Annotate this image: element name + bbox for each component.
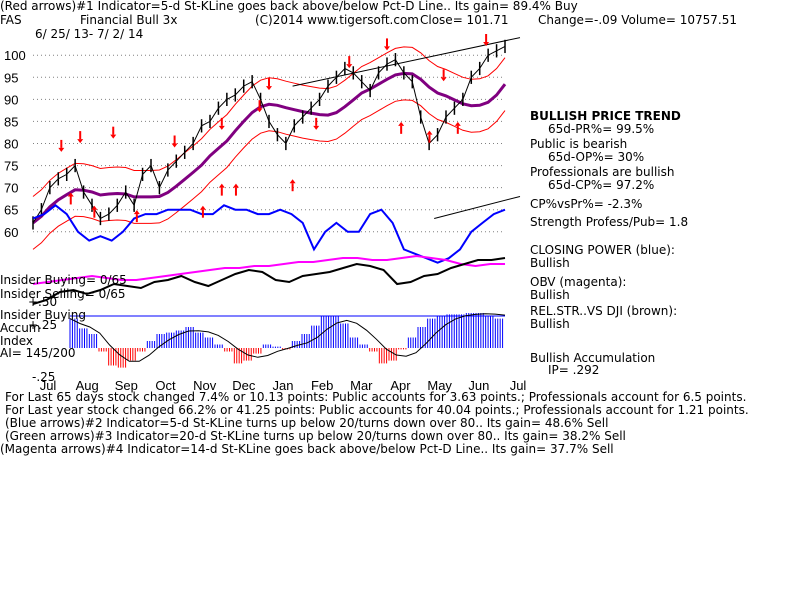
y-tick-label: 75 [4, 159, 18, 174]
cp-pct: 65d-CP%= 97.2% [548, 178, 655, 192]
y-tick-labels: 100 95 90 85 80 75 70 65 60 [4, 48, 26, 240]
x-tick-label: Aug [76, 378, 99, 393]
y-tick-label: 80 [4, 137, 18, 152]
indicator-lines [32, 37, 521, 305]
professionals-status: Professionals are bullish [530, 165, 675, 179]
close-price: Close= 101.71 [420, 13, 509, 27]
y-tick-label: 100 [4, 48, 26, 63]
accum-minus25: -.25 [32, 370, 56, 384]
up-arrow-head [454, 121, 461, 126]
stock-name: Financial Bull 3x [80, 13, 178, 27]
up-arrow-head [218, 183, 225, 188]
x-tick-label: Dec [232, 378, 256, 393]
y-tick-label: 85 [4, 114, 18, 129]
public-status: Public is bearish [530, 137, 628, 151]
down-arrow-head [58, 147, 65, 152]
relstr-label: REL.STR..VS DJI (brown): [530, 304, 678, 318]
accum-title: Accum [0, 321, 41, 335]
y-tick-label: 65 [4, 203, 18, 218]
signal-arrows [58, 34, 490, 223]
down-arrow-head [77, 139, 84, 144]
lower-band [32, 99, 506, 250]
price-line [32, 45, 506, 224]
x-tick-label: Apr [390, 378, 411, 393]
strength: Strength Profess/Pub= 1.8 [530, 215, 689, 229]
x-tick-label: Jul [510, 378, 527, 393]
y-tick-label: 90 [4, 92, 18, 107]
down-arrow-head [171, 143, 178, 148]
down-arrow-head [384, 46, 390, 51]
index-title: Index [0, 334, 34, 348]
cp-trend-line [434, 195, 521, 220]
ticker: FAS [0, 13, 22, 27]
x-tick-label: Sep [115, 378, 138, 393]
footer-line5: (Magenta arrows)#4 Indicator=14-d St-KLi… [0, 442, 614, 456]
trend-title: BULLISH PRICE TREND [530, 109, 681, 123]
obv-label: OBV (magenta): [530, 275, 627, 289]
x-tick-label: Jun [468, 378, 489, 393]
up-arrow-head [67, 192, 74, 197]
closing-power-value: Bullish [530, 256, 570, 270]
up-arrow-head [426, 130, 433, 135]
obv-value: Bullish [530, 288, 570, 302]
insider-buying-2: Insider Buying [0, 308, 86, 322]
x-tick-label: Nov [193, 378, 217, 393]
x-tick-label: Feb [311, 378, 333, 393]
cp-vs-pr: CP%vsPr%= -2.3% [530, 197, 643, 211]
accum-plus50: +.50 [28, 295, 58, 309]
ip-value: IP= .292 [548, 363, 600, 377]
up-arrow-head [91, 205, 98, 210]
insider-buying: Insider Buying= 0/65 [0, 273, 127, 287]
moving-average-line [32, 71, 507, 225]
y-tick-label: 70 [4, 181, 18, 196]
footer-line2: For Last year stock changed 66.2% or 41.… [5, 403, 749, 417]
insider-selling: Insider Selling= 0/65 [0, 287, 126, 301]
y-tick-label: 60 [4, 225, 18, 240]
pr-pct: 65d-PR%= 99.5% [548, 122, 655, 136]
up-arrow-head [133, 210, 140, 215]
down-arrow-head [483, 42, 490, 46]
up-arrow-head [232, 183, 239, 188]
x-tick-label: Jul [40, 378, 57, 393]
ai-value: AI= 145/200 [0, 346, 76, 360]
copyright: (C)2014 www.tigersoft.com [255, 13, 419, 27]
down-arrow-head [110, 134, 117, 139]
obv-line [32, 254, 505, 285]
op-pct: 65d-OP%= 30% [548, 150, 645, 164]
relstr-line [32, 257, 506, 305]
change-volume: Change=-.09 Volume= 10757.51 [538, 13, 737, 27]
x-tick-label: Mar [350, 378, 373, 393]
down-arrow-head [256, 108, 263, 113]
trend-line [292, 37, 521, 87]
down-arrow-head [440, 77, 447, 82]
down-arrow-head [218, 125, 225, 130]
footer-line4: (Green arrows)#3 Indicator=20-d St-KLine… [5, 429, 626, 443]
down-arrow-head [313, 125, 320, 130]
relstr-value: Bullish [530, 317, 570, 331]
closing-power-line [32, 204, 506, 264]
accumulation-histogram [69, 313, 506, 368]
x-tick-label: Oct [155, 378, 176, 393]
up-arrow-head [289, 179, 296, 184]
x-tick-labels: Jul Aug Sep Oct Nov Dec Jan Feb Mar Apr May Jun Jul [40, 378, 527, 393]
x-tick-label: May [427, 378, 452, 393]
accum-plus25: +.25 [28, 318, 58, 332]
accum-smoothed-line [69, 313, 506, 362]
date-range: 6/ 25/ 13- 7/ 2/ 14 [35, 27, 144, 41]
closing-power-label: CLOSING POWER (blue): [530, 243, 675, 257]
header-line1: (Red arrows)#1 Indicator=5-d St-KLine go… [0, 0, 578, 13]
footer-line1: For Last 65 days stock changed 7.4% or 1… [5, 390, 747, 404]
x-tick-label: Jan [273, 378, 294, 393]
accum-label: Bullish Accumulation [530, 351, 656, 365]
up-arrow-head [199, 205, 206, 210]
down-arrow-head [346, 64, 353, 69]
up-arrow-head [398, 121, 405, 126]
down-arrow-head [266, 86, 272, 91]
footer-line3: (Blue arrows)#2 Indicator=5-d St-KLine t… [5, 416, 609, 430]
y-tick-label: 95 [4, 70, 18, 85]
